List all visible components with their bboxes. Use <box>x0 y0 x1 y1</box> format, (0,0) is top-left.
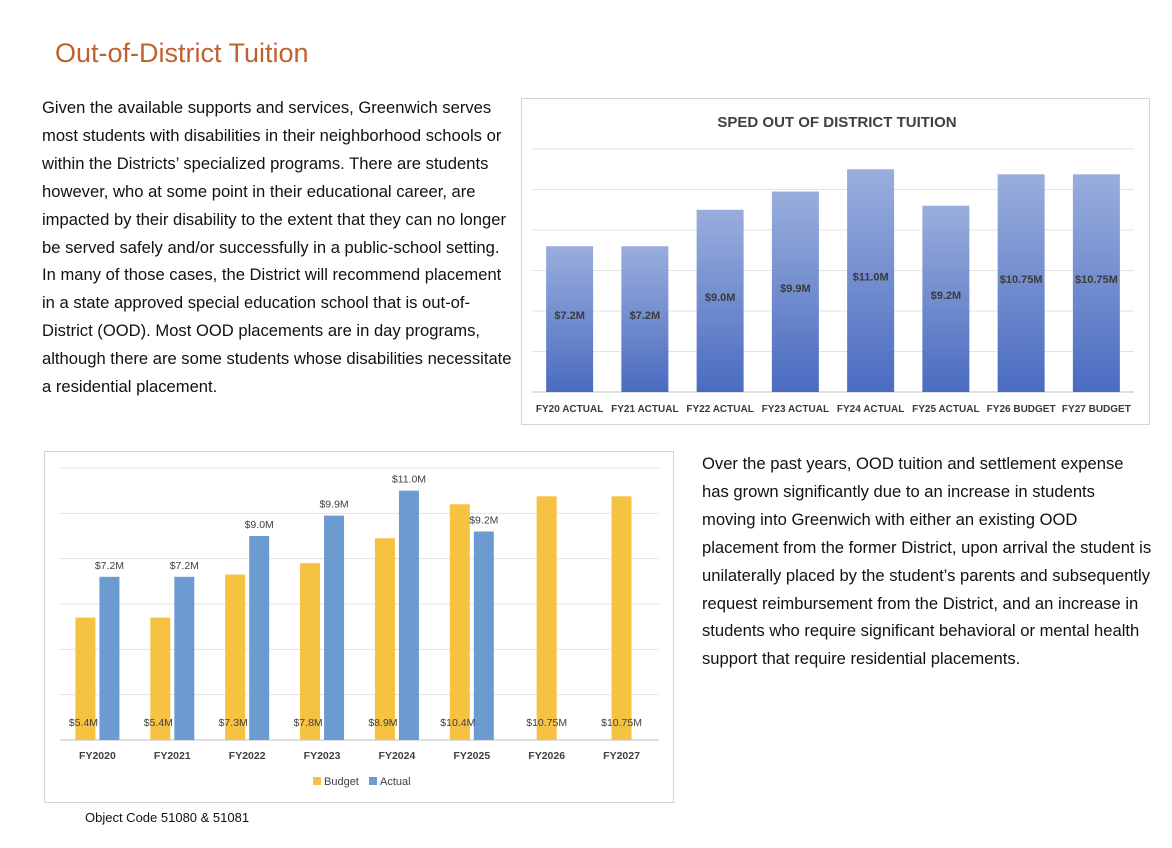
chart1-bar <box>771 191 819 392</box>
sped-tuition-chart-svg: SPED OUT OF DISTRICT TUITION $7.2M $7.2M $… <box>532 114 1134 415</box>
chart2-budget-label: $10.75M <box>526 717 567 729</box>
chart2-budget-bar <box>449 504 470 740</box>
chart2-x-tick: FY2027 <box>603 750 640 762</box>
chart1-data-label: $9.0M <box>705 292 736 304</box>
chart1-x-tick: FY27 BUDGET <box>1062 404 1131 415</box>
chart2-actual-label: $7.2M <box>170 560 199 572</box>
chart1-bar <box>621 246 669 392</box>
chart2-budget-label: $7.8M <box>293 717 322 729</box>
chart2-budget-bar <box>75 617 96 740</box>
chart2-actual-label: $9.9M <box>319 499 348 511</box>
chart2-budget-label: $10.75M <box>601 717 642 729</box>
chart2-budget-bar <box>611 496 632 740</box>
chart2-actual-label: $7.2M <box>95 560 124 572</box>
chart2-actual-bar <box>398 490 419 740</box>
chart2-x-tick: FY2023 <box>304 750 341 762</box>
chart2-budget-bar <box>374 538 395 740</box>
chart2-x-tick: FY2025 <box>453 750 490 762</box>
chart2-x-tick: FY2024 <box>379 750 416 762</box>
chart2-budget-bar <box>300 563 321 740</box>
object-code-footnote: Object Code 51080 & 51081 <box>85 810 250 825</box>
chart1-bar <box>1072 174 1120 392</box>
legend-budget-swatch <box>313 777 321 785</box>
legend-actual-swatch <box>369 777 377 785</box>
chart2-budget-bar <box>536 496 557 740</box>
chart1-x-tick: FY25 ACTUAL <box>912 404 979 415</box>
chart1-x-tick: FY20 ACTUAL <box>536 404 603 415</box>
chart1-data-label: $10.75M <box>1075 274 1118 286</box>
chart1-x-tick: FY21 ACTUAL <box>611 404 678 415</box>
chart1-x-tick: FY24 ACTUAL <box>837 404 904 415</box>
chart2-actual-bar <box>473 531 494 740</box>
chart2-actual-bar <box>249 536 270 740</box>
chart1-bar <box>696 209 744 392</box>
chart2-actual-bar <box>174 576 195 740</box>
chart2-x-tick: FY2021 <box>154 750 191 762</box>
chart1-data-label: $10.75M <box>1000 274 1043 286</box>
chart2-x-tick: FY2026 <box>528 750 565 762</box>
chart1-data-label: $7.2M <box>554 310 585 322</box>
legend-budget-label: Budget <box>324 776 359 788</box>
legend-actual-label: Actual <box>380 776 411 788</box>
chart2-x-tick: FY2022 <box>229 750 266 762</box>
chart1-data-label: $9.9M <box>780 283 811 295</box>
budget-vs-actual-chart-svg: $5.4M $7.2M $5.4M $7.2M $7.3M $9.0M $7.8M $9.9M… <box>60 467 659 788</box>
growth-paragraph: Over the past years, OOD tuition and set… <box>702 454 1152 669</box>
chart1-x-tick: FY26 BUDGET <box>987 404 1056 415</box>
chart1-data-label: $7.2M <box>630 310 661 322</box>
chart2-legend: Budget Actual <box>313 776 411 788</box>
chart1-bar <box>922 205 970 392</box>
chart1-x-tick: FY22 ACTUAL <box>686 404 753 415</box>
chart2-budget-label: $7.3M <box>219 717 248 729</box>
chart2-actual-bar <box>324 515 345 740</box>
chart2-actual-label: $9.2M <box>469 514 498 526</box>
chart2-budget-label: $5.4M <box>144 717 173 729</box>
chart1-data-label: $11.0M <box>853 272 889 284</box>
chart1-data-label: $9.2M <box>931 290 962 302</box>
intro-paragraph: Given the available supports and service… <box>42 98 512 397</box>
chart2-budget-label: $10.4M <box>440 717 475 729</box>
chart2-budget-label: $5.4M <box>69 717 98 729</box>
budget-vs-actual-chart: $5.4M $7.2M $5.4M $7.2M $7.3M $9.0M $7.8M $9.9M… <box>44 451 674 803</box>
chart2-budget-bar <box>150 617 171 740</box>
chart2-actual-bar <box>99 576 120 740</box>
chart2-budget-label: $8.9M <box>368 717 397 729</box>
chart1-bar <box>847 169 895 392</box>
chart1-bar <box>997 174 1045 392</box>
chart1-x-tick: FY23 ACTUAL <box>762 404 829 415</box>
chart2-actual-label: $9.0M <box>245 519 274 531</box>
chart1-title: SPED OUT OF DISTRICT TUITION <box>717 114 956 131</box>
page-title: Out-of-District Tuition <box>55 38 309 68</box>
chart2-x-tick: FY2020 <box>79 750 116 762</box>
chart2-budget-bar <box>225 574 246 740</box>
chart1-bar <box>546 246 594 392</box>
chart2-actual-label: $11.0M <box>392 474 426 486</box>
sped-tuition-chart: SPED OUT OF DISTRICT TUITION $7.2M $7.2M $… <box>521 98 1150 425</box>
